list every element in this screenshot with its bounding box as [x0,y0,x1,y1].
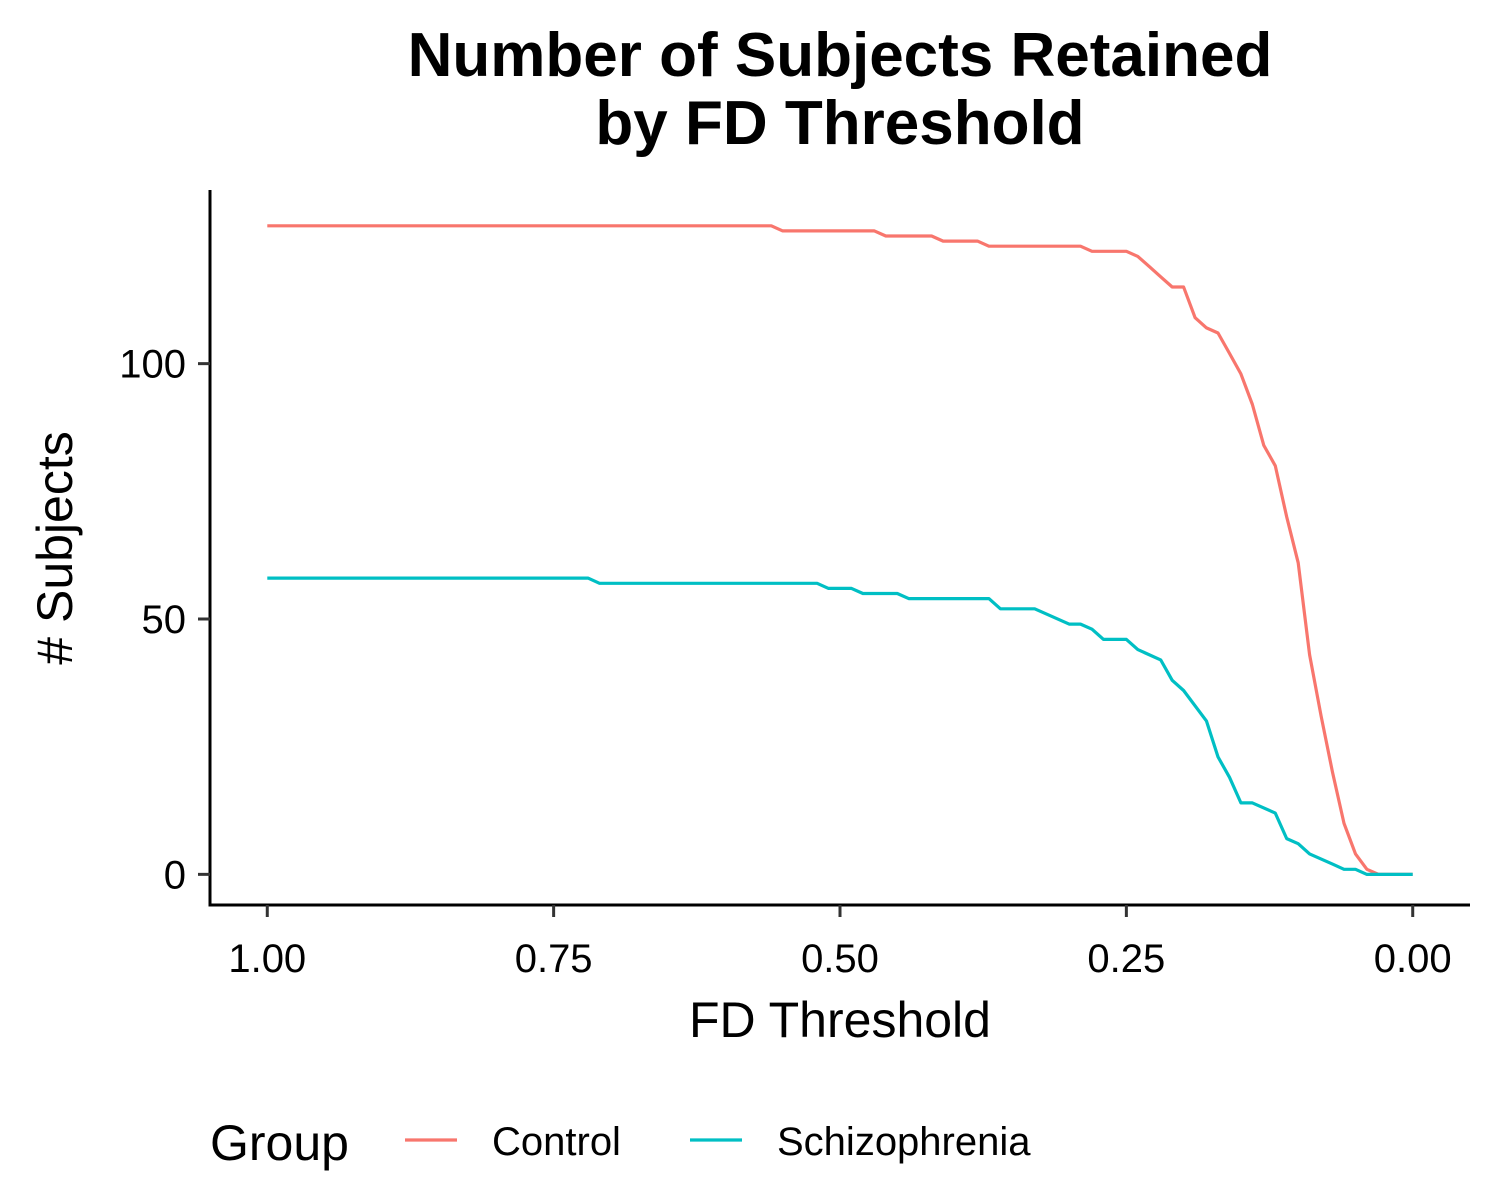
legend-label-schizophrenia: Schizophrenia [777,1120,1031,1164]
legend-title: Group [210,1115,349,1171]
series-line-control [267,224,1413,876]
y-axis-title: # Subjects [27,431,83,664]
axes: 1.00 0.75 0.50 0.25 0.00 0 50 100 FD Threshold # … [27,190,1470,1048]
chart-title-line-1: Number of Subjects Retained [407,21,1273,90]
plot-lines [267,224,1413,876]
y-tick-label: 50 [142,598,187,642]
x-axis-title: FD Threshold [689,992,991,1048]
x-tick-label: 0.75 [515,937,593,981]
chart-title-line-2: by FD Threshold [595,89,1085,158]
legend: Group Control Schizophrenia [210,1115,1031,1171]
y-tick-label: 100 [119,343,186,387]
x-tick-label: 0.50 [801,937,879,981]
legend-label-control: Control [492,1120,621,1164]
series-line-schizophrenia [267,576,1413,876]
chart-title: Number of Subjects Retained by FD Thresh… [180,22,1500,158]
x-tick-label: 0.00 [1374,937,1452,981]
y-tick-label: 0 [164,853,186,897]
x-tick-label: 0.25 [1087,937,1165,981]
x-tick-label: 1.00 [228,937,306,981]
